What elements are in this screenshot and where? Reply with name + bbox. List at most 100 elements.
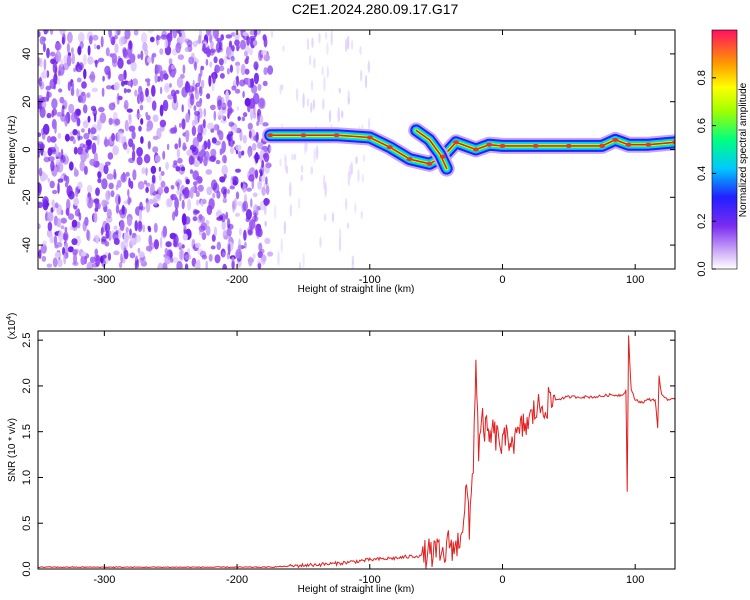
noise-speckle bbox=[205, 169, 213, 175]
colorbar-axis: 0.0 0.2 0.4 0.6 0.8 bbox=[696, 70, 716, 277]
noise-speckle bbox=[77, 135, 83, 140]
noise-speckle bbox=[257, 114, 264, 125]
noise-speckle bbox=[137, 181, 145, 190]
noise-speckle bbox=[108, 252, 111, 261]
noise-speckle bbox=[117, 57, 124, 69]
faint-streak bbox=[300, 174, 303, 182]
noise-speckle bbox=[95, 59, 98, 68]
noise-speckle bbox=[158, 174, 162, 182]
noise-speckle bbox=[93, 43, 97, 50]
noise-speckle bbox=[86, 229, 90, 241]
noise-speckle bbox=[83, 68, 87, 80]
faint-streak bbox=[280, 238, 283, 254]
noise-speckle bbox=[91, 142, 97, 155]
noise-speckle bbox=[257, 262, 262, 269]
noise-speckle bbox=[71, 219, 78, 228]
y-tick-label: 0.0 bbox=[21, 561, 33, 576]
faint-streak bbox=[295, 88, 299, 102]
faint-streak bbox=[341, 110, 344, 119]
noise-speckle bbox=[98, 106, 105, 113]
noise-speckle bbox=[242, 183, 247, 193]
noise-speckle bbox=[86, 92, 91, 98]
snr-frame bbox=[37, 330, 676, 570]
noise-speckle bbox=[50, 58, 56, 65]
noise-speckle bbox=[191, 125, 197, 136]
noise-speckle bbox=[174, 208, 179, 217]
faint-streak bbox=[269, 146, 272, 153]
noise-speckle bbox=[252, 39, 258, 47]
noise-speckle bbox=[142, 42, 148, 52]
noise-speckle bbox=[113, 237, 120, 245]
noise-speckle bbox=[104, 222, 111, 233]
noise-speckle bbox=[144, 49, 149, 56]
noise-speckle bbox=[147, 225, 151, 231]
noise-speckle bbox=[62, 105, 65, 110]
noise-speckle bbox=[250, 198, 253, 208]
noise-speckle bbox=[82, 220, 87, 232]
noise-speckle bbox=[57, 258, 63, 268]
noise-speckle bbox=[232, 140, 235, 145]
noise-speckle bbox=[247, 229, 253, 235]
noise-speckle bbox=[49, 180, 55, 189]
y-tick-label: 0 bbox=[21, 146, 33, 152]
noise-speckle bbox=[67, 31, 73, 44]
faint-streak bbox=[318, 32, 321, 44]
noise-speckle bbox=[203, 108, 207, 117]
noise-speckle bbox=[87, 45, 91, 56]
colorbar-tick-label: 0.0 bbox=[696, 261, 708, 276]
spectrogram-x-label: Height of straight line (km) bbox=[298, 284, 415, 295]
faint-streak bbox=[361, 173, 364, 183]
noise-speckle bbox=[66, 198, 71, 211]
noise-speckle bbox=[64, 242, 69, 249]
noise-speckle bbox=[88, 127, 91, 135]
noise-speckle bbox=[128, 157, 135, 164]
noise-speckle bbox=[152, 146, 159, 153]
noise-speckle bbox=[191, 52, 195, 58]
noise-speckle bbox=[150, 242, 155, 250]
noise-speckle bbox=[50, 160, 55, 172]
noise-speckle bbox=[113, 225, 118, 230]
x-tick-label: -300 bbox=[93, 274, 115, 286]
noise-speckle bbox=[47, 91, 52, 98]
noise-speckle bbox=[43, 30, 49, 34]
faint-streak bbox=[277, 250, 280, 266]
noise-speckle bbox=[46, 135, 52, 143]
noise-speckle bbox=[194, 242, 201, 249]
noise-speckle bbox=[140, 50, 144, 61]
noise-speckle bbox=[110, 190, 115, 198]
noise-speckle bbox=[267, 251, 274, 257]
noise-speckle bbox=[219, 65, 225, 72]
noise-speckle bbox=[113, 35, 118, 40]
faint-streak bbox=[310, 102, 313, 113]
noise-speckle bbox=[226, 188, 230, 195]
noise-speckle bbox=[257, 251, 263, 259]
noise-speckle bbox=[185, 130, 190, 143]
x-tick-label: 0 bbox=[499, 274, 505, 286]
faint-streak bbox=[360, 69, 363, 82]
noise-speckle bbox=[263, 152, 270, 163]
noise-speckle bbox=[160, 171, 165, 176]
ridge-region bbox=[262, 122, 675, 177]
faint-streak bbox=[313, 57, 316, 69]
noise-speckle bbox=[113, 82, 120, 91]
noise-speckle bbox=[214, 64, 221, 74]
noise-speckle bbox=[195, 190, 200, 198]
noise-speckle bbox=[118, 195, 121, 205]
ridge-branch bbox=[415, 129, 448, 170]
noise-speckle bbox=[153, 239, 159, 250]
noise-speckle bbox=[175, 89, 180, 95]
noise-speckle bbox=[153, 222, 158, 233]
ridge-peak bbox=[499, 143, 506, 148]
noise-speckle bbox=[143, 154, 151, 164]
y-tick-label: -20 bbox=[21, 189, 33, 205]
noise-speckle bbox=[114, 43, 119, 54]
faint-streak bbox=[354, 202, 357, 214]
noise-speckle bbox=[71, 238, 78, 246]
noise-speckle bbox=[73, 146, 78, 155]
noise-speckle bbox=[138, 125, 142, 132]
noise-speckle bbox=[185, 113, 190, 123]
noise-speckle bbox=[94, 254, 101, 261]
faint-streak bbox=[315, 145, 319, 160]
noise-speckle bbox=[181, 104, 184, 113]
